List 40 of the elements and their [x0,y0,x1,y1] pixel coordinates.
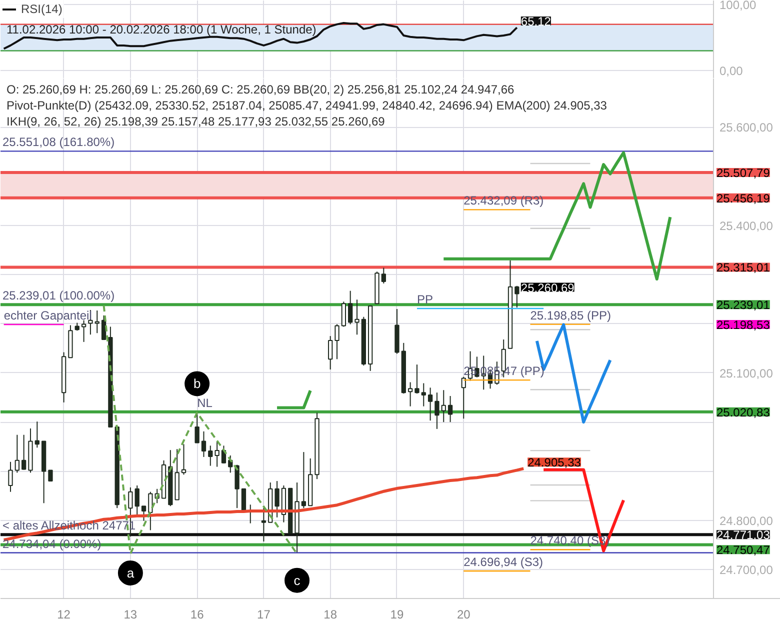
y-tick-label: 24.800,00 [720,514,774,528]
ref-line-label: 25.239,01 [716,298,770,312]
text: 25.260,69 [520,280,574,295]
legend-label: RSI(14) [21,2,62,16]
text: 11.02.2026 10:00 - 20.02.2026 18:00 (1 Woche, 1 Stunde) [6,22,316,36]
x-tick-label: 19 [390,608,404,622]
x-tick-label: 20 [456,608,471,622]
data-label: a [126,565,135,580]
ref-line-label: 24.750,47 [716,543,770,558]
x-tick-label: 18 [324,608,338,622]
annotation: 25.551,08 (161.80%) [2,135,115,150]
data-label: c [294,572,301,588]
x-tick-label: 17 [257,608,271,622]
data-label: 24.905,33 [528,456,582,470]
data-label: b [193,376,201,392]
x-tick-label: 12 [57,608,71,622]
annotation: 25.198,85 (PP) [530,308,611,322]
annotation: O: 25.260,69 H: 25.260,69 L: 25.260,69 C: 25.260,69 BB(20, 2) 25.256,81 25.102,24 24.947,66 [6,82,515,96]
x-tick-label: 16 [190,608,204,622]
y-tick-label: 25.400,00 [720,218,774,233]
annotation: IKH(9, 26, 52, 26) 25.198,39 25.157,48 25.177,93 25.032,55 25.260,69 [6,114,386,128]
y-tick-label: 0,00 [720,64,744,78]
ref-line-label: 25.456,19 [716,191,770,206]
annotation: 24.734,04 (0.00%) [2,536,102,551]
y-tick-label: 25.600,00 [720,120,774,135]
y-tick-label: 24.700,00 [720,563,774,577]
annotation: 24.696,94 (S3) [464,555,544,570]
annotation: NL [197,396,213,410]
x-tick-label: 13 [124,608,138,622]
ref-line-label: 25.198,53 [716,318,770,332]
ref-line-label: 25.315,01 [716,260,770,275]
ref-line-label: 24.771,03 [716,528,770,542]
ref-line-label: 25.020,83 [716,405,770,420]
y-tick-label: 100,00 [720,0,757,12]
annotation: PP [416,292,433,307]
annotation: 25.239,01 (100.00%) [2,288,115,303]
annotation: Pivot-Punkte(D) (25432.09, 25330.52, 25187.04, 25085.47, 24941.99, 24840.42, 24696.94) EMA(200) 24.905,33 [6,98,608,112]
y-tick-label: 25.100,00 [720,366,774,380]
data-label: 65,12 [520,14,552,29]
ref-line-label: 25.507,79 [716,166,770,180]
